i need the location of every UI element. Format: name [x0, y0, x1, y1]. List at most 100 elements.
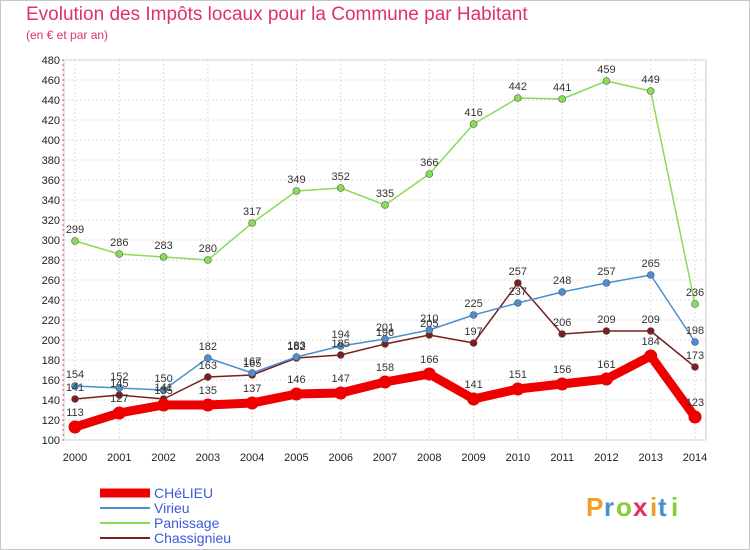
data-point: [289, 387, 303, 401]
data-point: [68, 420, 82, 434]
data-point: [644, 349, 658, 363]
data-point: [514, 94, 522, 102]
data-point: [71, 237, 79, 245]
data-point: [248, 369, 256, 377]
data-point: [115, 250, 124, 258]
chart-subtitle: (en € et par an): [26, 28, 109, 42]
data-point: [691, 338, 699, 346]
x-tick-label: 2005: [284, 452, 308, 464]
data-label: 349: [287, 174, 305, 186]
data-point: [204, 354, 212, 362]
data-point: [469, 311, 478, 319]
data-label: 335: [376, 188, 394, 200]
data-label: 150: [154, 373, 172, 385]
x-tick-label: 2001: [107, 452, 131, 464]
data-label: 137: [243, 383, 261, 395]
data-label: 135: [199, 385, 217, 397]
data-labels: 299 286 283 280 317 349 352 335 366 416 442 441 459 4…: [66, 64, 704, 419]
data-label: 449: [642, 74, 660, 86]
data-point: [425, 170, 434, 178]
legend-label: Chassignieu: [154, 530, 231, 546]
data-label: 205: [420, 318, 438, 330]
y-tick-label: 160: [42, 375, 60, 387]
data-point: [602, 327, 611, 335]
data-label: 194: [332, 329, 350, 341]
data-point: [602, 77, 611, 85]
data-label: 257: [597, 266, 615, 278]
data-label: 182: [199, 341, 217, 353]
logo-letter: P: [586, 492, 603, 522]
data-label: 166: [420, 354, 438, 366]
y-tick-label: 280: [42, 255, 60, 267]
data-label: 167: [243, 356, 261, 368]
data-label: 182: [287, 341, 305, 353]
x-tick-label: 2002: [151, 452, 175, 464]
data-label: 183: [287, 340, 305, 352]
data-point: [71, 395, 79, 403]
data-point: [378, 375, 392, 389]
x-tick-label: 2013: [638, 452, 662, 464]
data-label: 163: [199, 360, 217, 372]
data-point: [334, 386, 348, 400]
x-tick-label: 2003: [196, 452, 220, 464]
y-tick-label: 200: [42, 335, 60, 347]
legend-label: Virieu: [154, 500, 190, 516]
data-point: [381, 335, 389, 343]
x-tick-label: 2000: [63, 452, 87, 464]
axes: 100 120 140 160 180 200 220 240 260 280 300 320 340 3…: [42, 55, 708, 464]
data-point: [422, 367, 436, 381]
data-point: [514, 279, 522, 287]
data-label: 416: [464, 107, 482, 119]
data-point: [469, 339, 478, 347]
y-tick-label: 220: [42, 315, 60, 327]
data-label: 152: [110, 371, 128, 383]
data-label: 145: [110, 378, 128, 390]
data-point: [159, 253, 168, 261]
data-label: 197: [464, 326, 482, 338]
data-point: [201, 398, 215, 412]
data-label: 283: [154, 240, 172, 252]
data-label: 161: [597, 359, 615, 371]
y-tick-label: 360: [42, 175, 60, 187]
data-point: [204, 256, 212, 264]
data-label: 123: [686, 397, 704, 409]
data-label: 165: [243, 358, 261, 370]
chart-title: Evolution des Impôts locaux pour la Comm…: [26, 4, 528, 25]
data-point: [159, 386, 168, 394]
data-label: 225: [464, 298, 482, 310]
data-point: [112, 406, 126, 420]
data-point: [336, 184, 345, 192]
logo-letter: x: [633, 492, 648, 522]
y-tick-label: 400: [42, 135, 60, 147]
y-tick-label: 440: [42, 95, 60, 107]
data-label: 141: [464, 379, 482, 391]
series-layer: [68, 77, 702, 434]
data-label: 151: [509, 369, 527, 381]
data-label: 366: [420, 157, 438, 169]
data-label: 209: [597, 314, 615, 326]
y-tick-label: 420: [42, 115, 60, 127]
legend-label: CHéLIEU: [154, 485, 213, 501]
x-tick-label: 2009: [461, 452, 485, 464]
data-label: 248: [553, 275, 571, 287]
data-label: 352: [332, 171, 350, 183]
x-tick-label: 2004: [240, 452, 264, 464]
data-label: 185: [332, 338, 350, 350]
data-label: 141: [154, 382, 172, 394]
y-tick-label: 180: [42, 355, 60, 367]
data-label: 237: [509, 286, 527, 298]
y-tick-label: 380: [42, 155, 60, 167]
data-label: 156: [553, 364, 571, 376]
data-label: 158: [376, 362, 394, 374]
logo-letter: o: [616, 492, 632, 522]
data-point: [292, 187, 301, 195]
y-tick-label: 480: [42, 55, 60, 67]
data-point: [115, 384, 124, 392]
data-label: 206: [553, 317, 571, 329]
data-label: 236: [686, 287, 704, 299]
data-point: [204, 373, 212, 381]
y-tick-label: 460: [42, 75, 60, 87]
data-label: 441: [553, 82, 571, 94]
legend-label: Panissage: [154, 515, 220, 531]
data-point: [248, 219, 256, 227]
